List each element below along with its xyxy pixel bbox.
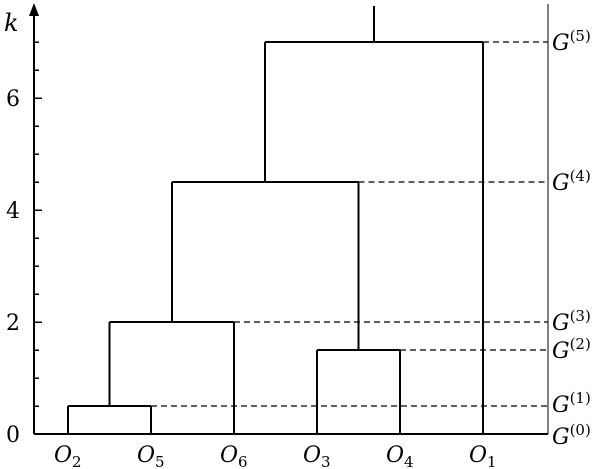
level-label: G(5) bbox=[552, 27, 591, 56]
leaf-label: O1 bbox=[469, 443, 497, 469]
leaf-label: O4 bbox=[386, 443, 414, 469]
level-label: G(4) bbox=[552, 167, 591, 196]
level-guides: G(0) G(1) G(2)G(3) G(4) G(5) bbox=[151, 4, 591, 450]
y-axis-arrowhead bbox=[29, 3, 39, 16]
leaf-label: O6 bbox=[220, 443, 248, 469]
y-tick-label: 6 bbox=[6, 87, 20, 112]
y-axis-label: k bbox=[4, 9, 19, 37]
leaf-label: O3 bbox=[303, 443, 331, 469]
level-label: G(1) bbox=[552, 389, 591, 418]
y-tick-label: 4 bbox=[6, 199, 20, 224]
y-axis: k 0 2 4 6 bbox=[4, 3, 548, 448]
level-label: G(2) bbox=[552, 335, 591, 364]
dendrogram-tree bbox=[67, 6, 484, 434]
y-tick-label: 2 bbox=[6, 311, 20, 336]
level-label: G(0) bbox=[552, 421, 591, 450]
y-tick-label: 0 bbox=[6, 423, 20, 448]
leaf-label: O2 bbox=[54, 443, 82, 469]
leaf-labels: O2 O5 O6 O3 O4 O1 bbox=[54, 443, 497, 469]
leaf-label: O5 bbox=[137, 443, 165, 469]
level-label: G(3) bbox=[552, 307, 591, 336]
